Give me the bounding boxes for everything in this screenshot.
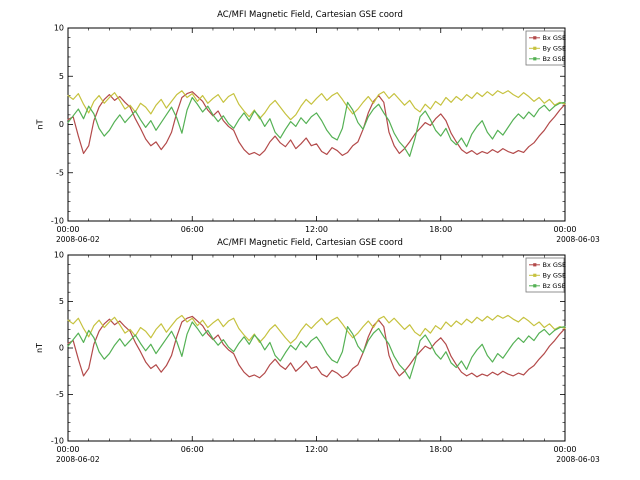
y-tick-label: -10	[51, 437, 64, 446]
legend: Bx GSE By GSE Bz GSE	[525, 257, 567, 293]
y-tick-label: 0	[59, 344, 64, 353]
series-line-bx-gse	[67, 91, 566, 156]
y-tick-label: 10	[54, 24, 64, 33]
legend-marker	[533, 263, 537, 267]
legend-marker	[533, 273, 537, 277]
x-tick-label: 12:00	[305, 445, 328, 454]
series-layer	[67, 90, 566, 157]
legend-label: By GSE	[543, 272, 567, 280]
series-layer	[67, 314, 566, 380]
legend-label: Bz GSE	[543, 55, 566, 63]
panel-bottom: AC/MFI Magnetic Field, Cartesian GSE coo…	[35, 238, 600, 464]
chart-title: AC/MFI Magnetic Field, Cartesian GSE coo…	[217, 10, 403, 20]
legend-marker	[533, 36, 537, 40]
y-axis-label: nT	[35, 343, 44, 353]
plot-frame	[67, 27, 566, 222]
x-tick-label: 00:00	[553, 225, 576, 234]
legend-box	[525, 257, 565, 293]
legend: Bx GSE By GSE Bz GSE	[525, 30, 567, 66]
y-tick-label: -5	[56, 168, 64, 177]
legend-label: By GSE	[543, 45, 567, 53]
y-tick-label: 5	[59, 297, 64, 306]
x-start-date: 2008-06-02	[56, 455, 100, 464]
x-tick-label: 18:00	[429, 445, 452, 454]
x-end-date: 2008-06-03	[556, 455, 600, 464]
legend-label: Bx GSE	[543, 261, 567, 269]
series-line-by-gse	[67, 314, 566, 344]
y-tick-label: -5	[56, 390, 64, 399]
y-tick-label: 10	[54, 251, 64, 260]
legend-marker	[533, 57, 537, 61]
y-tick-label: -10	[51, 217, 64, 226]
plot-frame	[67, 254, 566, 442]
series-line-bz-gse	[67, 96, 566, 157]
x-tick-label: 18:00	[429, 225, 452, 234]
legend-marker	[533, 46, 537, 50]
x-end-date: 2008-06-03	[556, 235, 600, 244]
x-tick-label: 00:00	[553, 445, 576, 454]
chart-title: AC/MFI Magnetic Field, Cartesian GSE coo…	[217, 238, 403, 248]
legend-label: Bz GSE	[543, 282, 566, 290]
series-line-bz-gse	[67, 321, 566, 380]
x-tick-label: 06:00	[181, 445, 204, 454]
legend-marker	[533, 284, 537, 288]
x-tick-label: 06:00	[181, 225, 204, 234]
legend-label: Bx GSE	[543, 34, 567, 42]
y-tick-label: 5	[59, 72, 64, 81]
panel-top: AC/MFI Magnetic Field, Cartesian GSE coo…	[36, 10, 601, 244]
y-tick-label: 0	[59, 120, 64, 129]
series-line-by-gse	[67, 90, 566, 121]
x-tick-label: 00:00	[56, 225, 79, 234]
x-tick-label: 00:00	[56, 445, 79, 454]
x-tick-label: 12:00	[305, 225, 328, 234]
y-axis-label: nT	[36, 119, 45, 129]
x-start-date: 2008-06-02	[56, 235, 100, 244]
series-line-bx-gse	[67, 315, 566, 379]
